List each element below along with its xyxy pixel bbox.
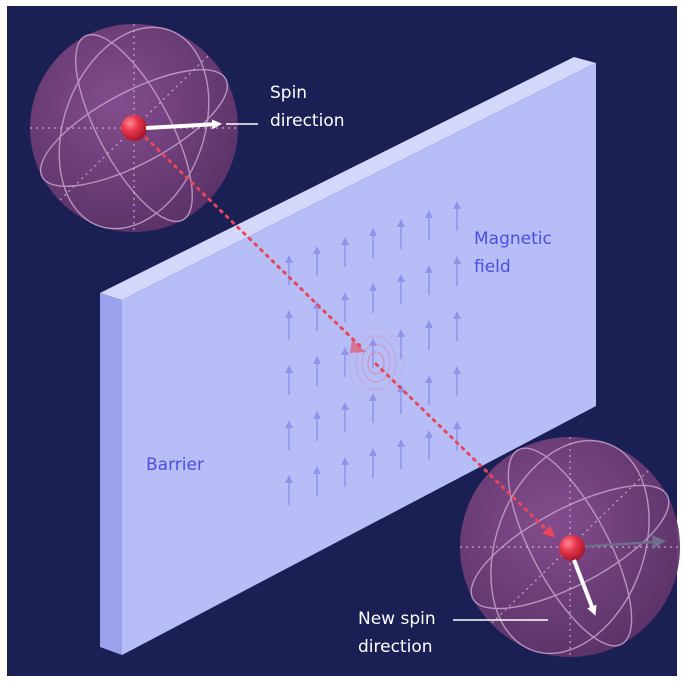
arrow-up-icon bbox=[341, 347, 349, 355]
barrier-side-edge bbox=[100, 293, 122, 655]
arrow-up-icon bbox=[285, 420, 293, 428]
arrow-up-icon bbox=[341, 402, 349, 410]
arrow-up-icon bbox=[425, 265, 433, 273]
old-spin-arrow bbox=[577, 540, 655, 549]
arrow-up-icon bbox=[453, 421, 461, 429]
arrow-up-icon bbox=[369, 228, 377, 236]
arrow-up-icon bbox=[285, 475, 293, 483]
arrow-up-icon bbox=[285, 310, 293, 318]
arrow-up-icon bbox=[313, 356, 321, 364]
spin-direction-label-line2: direction bbox=[270, 111, 345, 131]
arrow-up-icon bbox=[285, 365, 293, 373]
arrow-up-icon bbox=[425, 210, 433, 218]
arrow-up-icon bbox=[341, 292, 349, 300]
arrow-up-icon bbox=[453, 201, 461, 209]
new-spin-direction-label-line2: direction bbox=[358, 637, 433, 657]
arrow-up-icon bbox=[369, 283, 377, 291]
bottom-particle-icon bbox=[559, 535, 585, 561]
arrow-up-icon bbox=[453, 366, 461, 374]
arrow-up-icon bbox=[313, 246, 321, 254]
barrier-top-edge bbox=[100, 57, 596, 300]
arrow-up-icon bbox=[313, 411, 321, 419]
arrow-up-icon bbox=[425, 375, 433, 383]
spin-direction-label-line1: Spin bbox=[270, 83, 307, 103]
arrow-up-icon bbox=[453, 256, 461, 264]
barrier-label: Barrier bbox=[146, 455, 204, 475]
new-spin-direction-arrow bbox=[572, 559, 597, 616]
arrow-up-icon bbox=[285, 255, 293, 263]
arrow-up-icon bbox=[425, 320, 433, 328]
magnetic-field-label-line2: field bbox=[474, 257, 511, 277]
new-spin-direction-label-line1: New spin bbox=[358, 609, 436, 629]
arrow-up-icon bbox=[313, 466, 321, 474]
spin-direction-arrow bbox=[145, 119, 222, 130]
arrow-up-icon bbox=[369, 393, 377, 401]
magnetic-field-label-line1: Magnetic bbox=[474, 229, 552, 249]
crossing-ripple bbox=[348, 327, 404, 399]
arrow-up-icon bbox=[397, 274, 405, 282]
arrow-up-icon bbox=[341, 457, 349, 465]
arrow-up-icon bbox=[397, 329, 405, 337]
barrier-slab bbox=[100, 57, 596, 655]
top-particle-icon bbox=[121, 115, 147, 141]
arrow-up-icon bbox=[397, 219, 405, 227]
arrow-up-icon bbox=[397, 439, 405, 447]
arrow-up-icon bbox=[341, 237, 349, 245]
arrow-up-icon bbox=[453, 311, 461, 319]
arrow-up-icon bbox=[369, 448, 377, 456]
barrier-face bbox=[122, 63, 596, 655]
particle-trajectory bbox=[144, 136, 555, 538]
arrow-up-icon bbox=[425, 430, 433, 438]
